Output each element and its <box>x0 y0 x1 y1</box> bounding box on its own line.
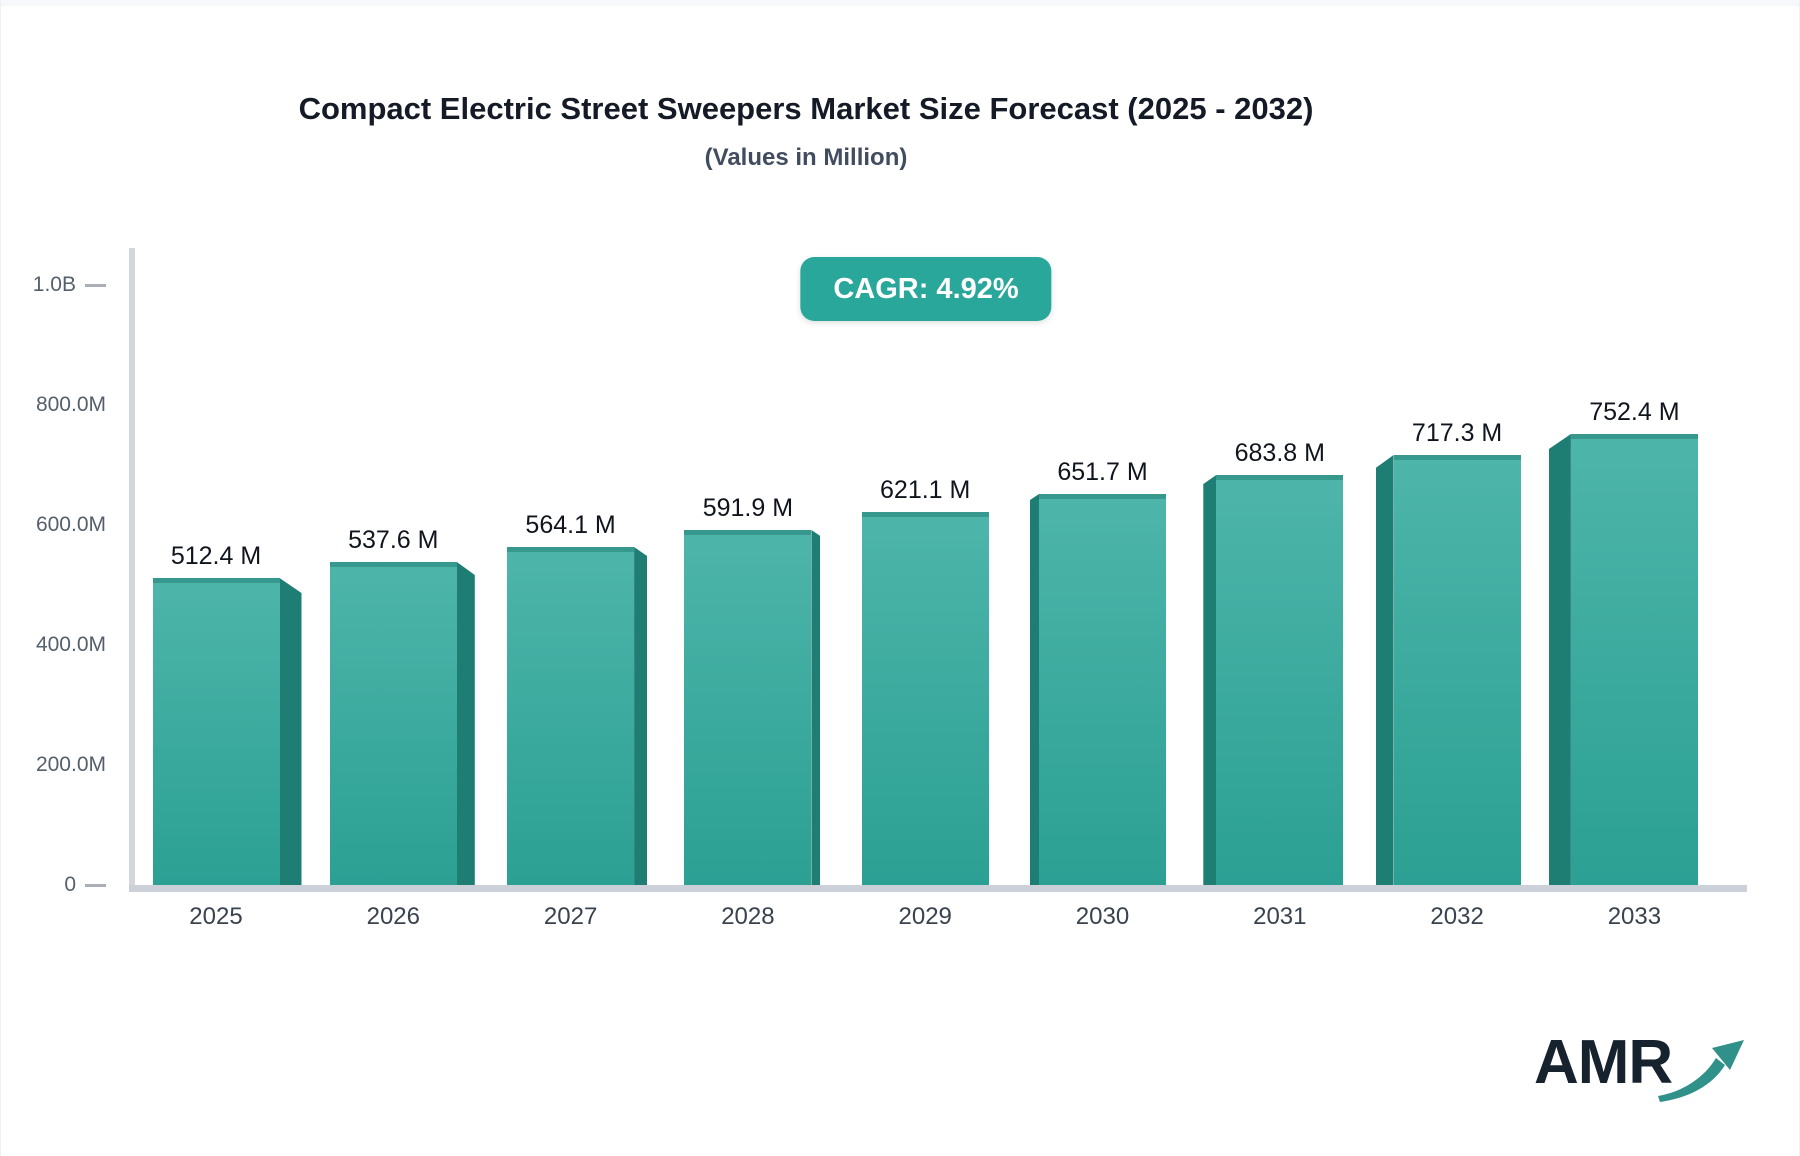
y-tick-label: 800.0M <box>35 393 106 416</box>
x-axis-line <box>129 885 1747 892</box>
bar-front <box>152 578 280 885</box>
y-tick-0: 0 <box>1 871 106 899</box>
bar-year-label: 2030 <box>1075 903 1130 930</box>
bar-year-label: 2028 <box>721 903 775 930</box>
bar-year-label: 2031 <box>1253 903 1307 930</box>
bar-year-label: 2025 <box>189 903 243 930</box>
bar-front <box>1039 494 1166 885</box>
bar-front <box>861 512 989 885</box>
bar-year-label: 2032 <box>1430 903 1484 930</box>
bar-value-label: 591.9 M <box>702 494 794 522</box>
bar-value-label: 564.1 M <box>525 511 616 539</box>
bar-front <box>507 547 635 885</box>
bar-side <box>634 547 648 885</box>
y-tick-dash <box>85 283 106 287</box>
bar-value-label: 651.7 M <box>1057 458 1148 486</box>
bar-front <box>1216 475 1344 885</box>
plot-area: 512.4 M 2025 537.6 M 2026 564.1 M 2027 591.9 M… <box>134 248 1747 930</box>
y-tick-label: 400.0M <box>35 633 106 656</box>
bar-value-label: 683.8 M <box>1234 439 1325 467</box>
bar-front <box>1570 434 1698 885</box>
bar-value-label: 717.3 M <box>1411 419 1503 447</box>
bar-front <box>329 562 457 885</box>
chart-subtitle: (Values in Million) <box>704 143 908 171</box>
bar-year-label: 2027 <box>543 903 598 930</box>
y-tick-800.0M: 800.0M <box>1 391 106 419</box>
y-tick-dash <box>85 883 106 887</box>
bar-side <box>456 562 475 885</box>
chart-title: Compact Electric Street Sweepers Market … <box>298 91 1314 126</box>
y-tick-400.0M: 400.0M <box>1 631 106 659</box>
y-tick-label: 0 <box>64 873 76 896</box>
y-tick-label: 200.0M <box>35 753 106 776</box>
y-axis: 1.0B 800.0M 600.0M 400.0M 200.0M 0 <box>1 248 113 896</box>
bar-side <box>1203 475 1217 885</box>
y-axis-line <box>129 248 135 892</box>
y-tick-label: 600.0M <box>35 513 106 536</box>
bar-side <box>1030 494 1039 885</box>
chart-header: Compact Electric Street Sweepers Market … <box>1 90 1611 172</box>
bar-front <box>684 530 812 885</box>
amr-logo: AMR <box>1534 1032 1750 1104</box>
bar-value-label: 537.6 M <box>348 526 439 554</box>
bar-side <box>1375 455 1394 885</box>
growth-arrow-icon <box>1658 1040 1745 1102</box>
cagr-label: CAGR: 4.92% <box>833 273 1019 305</box>
bar-year-label: 2026 <box>366 903 420 930</box>
amr-logo-text: AMR <box>1534 1028 1673 1097</box>
top-strip <box>1 0 1799 6</box>
bar-side <box>811 530 821 885</box>
y-tick-1.0B: 1.0B <box>1 271 106 299</box>
bar-year-label: 2029 <box>898 903 952 930</box>
bar-value-label: 621.1 M <box>880 476 971 504</box>
bar-value-label: 512.4 M <box>170 542 262 570</box>
y-tick-600.0M: 600.0M <box>1 511 106 539</box>
bar-side <box>279 578 302 885</box>
cagr-badge: CAGR: 4.92% <box>800 257 1052 321</box>
bar-side <box>1548 434 1571 885</box>
bar-year-label: 2033 <box>1607 903 1662 930</box>
bar-front <box>1393 455 1521 885</box>
y-tick-200.0M: 200.0M <box>1 751 106 779</box>
y-tick-label: 1.0B <box>32 273 76 296</box>
bar-value-label: 752.4 M <box>1589 398 1680 426</box>
